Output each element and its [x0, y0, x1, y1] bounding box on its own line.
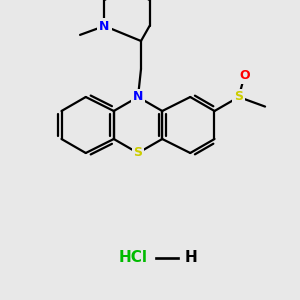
Text: O: O	[239, 69, 250, 82]
Text: H: H	[184, 250, 197, 266]
Text: S: S	[134, 146, 142, 160]
Text: HCl: HCl	[118, 250, 148, 266]
Text: S: S	[234, 91, 243, 103]
Text: N: N	[133, 91, 143, 103]
Text: N: N	[99, 20, 110, 32]
